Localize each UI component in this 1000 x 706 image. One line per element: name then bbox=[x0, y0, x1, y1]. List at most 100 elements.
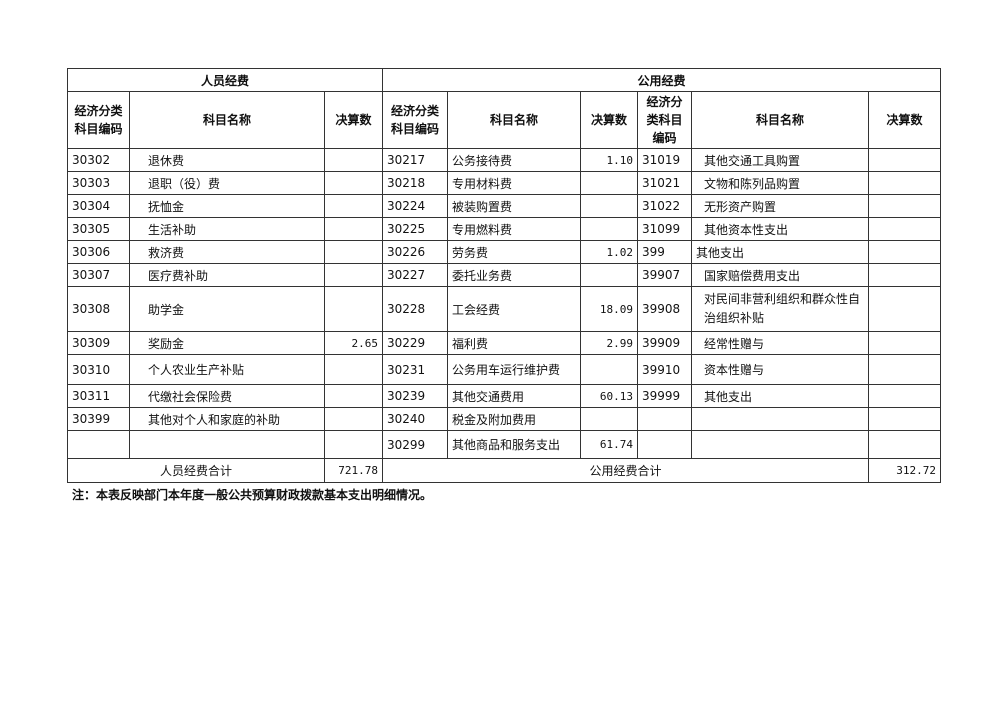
amount-cell bbox=[323, 407, 384, 431]
code-cell: 30307 bbox=[67, 263, 130, 287]
name-cell: 委托业务费 bbox=[447, 263, 582, 287]
public-total-value: 312.72 bbox=[868, 458, 942, 483]
code-cell: 30306 bbox=[67, 240, 130, 264]
name-cell: 文物和陈列品购置 bbox=[691, 171, 870, 195]
name-cell: 退职（役）费 bbox=[129, 171, 325, 195]
table-row: 30309 奖励金 2.65 30229 福利费 2.99 39909 经常性赠与 bbox=[67, 331, 942, 355]
amount-cell: 60.13 bbox=[580, 384, 639, 408]
code-cell: 30299 bbox=[382, 430, 449, 459]
table-row: 30305 生活补助 30225 专用燃料费 31099 其他资本性支出 bbox=[67, 217, 942, 241]
name-cell: 其他支出 bbox=[691, 240, 870, 264]
amount-cell bbox=[868, 148, 942, 172]
amount-cell: 2.99 bbox=[580, 331, 639, 355]
amount-cell bbox=[868, 331, 942, 355]
code-cell: 30308 bbox=[67, 286, 130, 332]
code-header: 经济分类科目编码 bbox=[67, 91, 130, 149]
code-cell: 31099 bbox=[637, 217, 693, 241]
amount-cell bbox=[868, 407, 942, 431]
amount-cell bbox=[323, 354, 384, 385]
amount-cell bbox=[868, 263, 942, 287]
amount-cell bbox=[580, 217, 639, 241]
table-note: 注：本表反映部门本年度一般公共预算财政拨款基本支出明细情况。 bbox=[72, 488, 433, 502]
code-cell: 30231 bbox=[382, 354, 449, 385]
code-cell: 30227 bbox=[382, 263, 449, 287]
code-cell: 39908 bbox=[637, 286, 693, 332]
name-cell: 抚恤金 bbox=[129, 194, 325, 218]
amount-cell bbox=[580, 194, 639, 218]
name-header: 科目名称 bbox=[691, 91, 870, 149]
table-row: 30299 其他商品和服务支出 61.74 bbox=[67, 430, 942, 459]
amount-header: 决算数 bbox=[580, 91, 639, 149]
name-header: 科目名称 bbox=[447, 91, 582, 149]
amount-header: 决算数 bbox=[323, 91, 384, 149]
amount-cell bbox=[323, 263, 384, 287]
name-cell bbox=[129, 430, 325, 459]
name-cell: 对民间非营利组织和群众性自治组织补贴 bbox=[691, 286, 870, 332]
amount-cell bbox=[323, 171, 384, 195]
table-row: 30306 救济费 30226 劳务费 1.02 399 其他支出 bbox=[67, 240, 942, 264]
name-cell: 其他商品和服务支出 bbox=[447, 430, 582, 459]
amount-cell bbox=[323, 286, 384, 332]
name-cell: 国家赔偿费用支出 bbox=[691, 263, 870, 287]
name-header: 科目名称 bbox=[129, 91, 325, 149]
personnel-header: 人员经费 bbox=[66, 68, 384, 92]
name-cell: 其他对个人和家庭的补助 bbox=[129, 407, 325, 431]
amount-cell bbox=[323, 194, 384, 218]
amount-cell bbox=[868, 354, 942, 385]
code-cell: 30311 bbox=[67, 384, 130, 408]
name-cell: 公务用车运行维护费 bbox=[447, 354, 582, 385]
code-cell: 30303 bbox=[67, 171, 130, 195]
table-row: 30311 代缴社会保险费 30239 其他交通费用 60.13 39999 其他支出 bbox=[67, 384, 942, 408]
name-cell: 个人农业生产补贴 bbox=[129, 354, 325, 385]
table-row: 30308 助学金 30228 工会经费 18.09 39908 对民间非营利组织和群众性自… bbox=[67, 286, 942, 332]
name-cell: 税金及附加费用 bbox=[447, 407, 582, 431]
name-cell: 公务接待费 bbox=[447, 148, 582, 172]
code-cell: 30239 bbox=[382, 384, 449, 408]
code-header: 经济分类科目编码 bbox=[382, 91, 449, 149]
name-cell: 资本性赠与 bbox=[691, 354, 870, 385]
code-cell: 30305 bbox=[67, 217, 130, 241]
amount-cell bbox=[323, 384, 384, 408]
name-cell: 退休费 bbox=[129, 148, 325, 172]
amount-cell bbox=[323, 430, 384, 459]
amount-cell bbox=[580, 171, 639, 195]
code-cell: 30229 bbox=[382, 331, 449, 355]
personnel-total-value: 721.78 bbox=[323, 458, 384, 483]
code-cell: 31022 bbox=[637, 194, 693, 218]
name-cell: 劳务费 bbox=[447, 240, 582, 264]
name-cell: 被装购置费 bbox=[447, 194, 582, 218]
code-cell: 39907 bbox=[637, 263, 693, 287]
amount-cell bbox=[323, 217, 384, 241]
amount-cell bbox=[323, 240, 384, 264]
amount-cell: 1.10 bbox=[580, 148, 639, 172]
code-cell: 39910 bbox=[637, 354, 693, 385]
code-cell bbox=[67, 430, 130, 459]
amount-cell bbox=[580, 263, 639, 287]
code-cell: 30224 bbox=[382, 194, 449, 218]
name-cell: 生活补助 bbox=[129, 217, 325, 241]
code-cell: 30226 bbox=[382, 240, 449, 264]
amount-cell bbox=[868, 217, 942, 241]
amount-cell: 61.74 bbox=[580, 430, 639, 459]
name-cell: 其他交通费用 bbox=[447, 384, 582, 408]
name-cell: 助学金 bbox=[129, 286, 325, 332]
code-cell: 30310 bbox=[67, 354, 130, 385]
name-cell: 代缴社会保险费 bbox=[129, 384, 325, 408]
table-row: 30302 退休费 30217 公务接待费 1.10 31019 其他交通工具购置 bbox=[67, 148, 942, 172]
code-cell: 39909 bbox=[637, 331, 693, 355]
public-header: 公用经费 bbox=[382, 68, 942, 92]
amount-cell bbox=[868, 194, 942, 218]
code-cell: 30225 bbox=[382, 217, 449, 241]
personnel-total-label: 人员经费合计 bbox=[67, 458, 325, 483]
code-cell: 30228 bbox=[382, 286, 449, 332]
amount-cell bbox=[868, 384, 942, 408]
code-cell: 30302 bbox=[67, 148, 130, 172]
name-cell: 专用材料费 bbox=[447, 171, 582, 195]
name-cell: 福利费 bbox=[447, 331, 582, 355]
name-cell: 无形资产购置 bbox=[691, 194, 870, 218]
table-row: 30399 其他对个人和家庭的补助 30240 税金及附加费用 bbox=[67, 407, 942, 431]
amount-cell bbox=[580, 407, 639, 431]
amount-cell bbox=[868, 286, 942, 332]
name-cell: 工会经费 bbox=[447, 286, 582, 332]
amount-cell: 2.65 bbox=[323, 331, 384, 355]
